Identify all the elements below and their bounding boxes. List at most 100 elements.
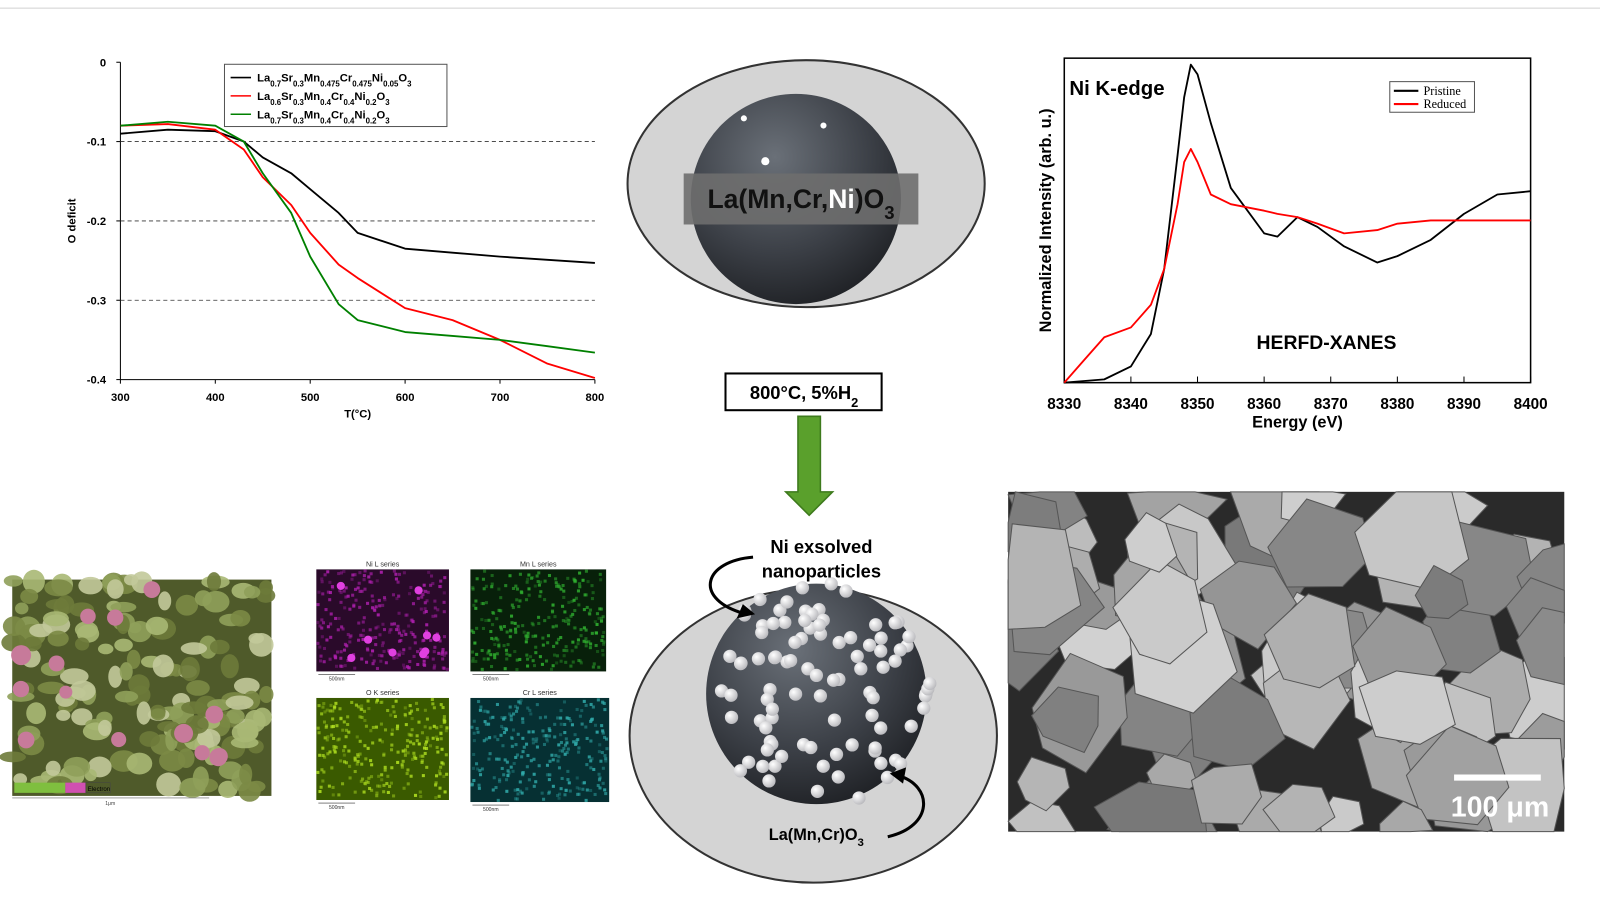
x-tick-label: 8330 (1047, 396, 1081, 413)
map-pixel (437, 651, 441, 655)
map-pixel (441, 762, 445, 766)
map-pixel (423, 725, 427, 729)
map-pixel (430, 697, 434, 702)
map-pixel (504, 648, 508, 652)
map-pixel (502, 624, 506, 629)
map-pixel (597, 616, 601, 620)
map-pixel (589, 702, 593, 707)
map-pixel (357, 705, 361, 709)
map-pixel (362, 709, 367, 713)
nanoparticle (874, 721, 888, 735)
map-pixel (513, 621, 517, 625)
map-pixel (380, 700, 384, 704)
map-pixel (318, 659, 323, 663)
nanoparticle (923, 676, 937, 691)
map-pixel (407, 624, 411, 628)
map-pixel (397, 639, 402, 643)
map-pixel (360, 704, 364, 708)
map-pixel (563, 743, 568, 747)
map-pixel (545, 739, 549, 743)
map-pixel (442, 635, 447, 639)
map-pixel (380, 740, 384, 744)
nanoparticle (760, 692, 774, 707)
map-pixel (392, 656, 396, 660)
map-pixel (524, 640, 528, 644)
map-pixel (342, 648, 347, 652)
map-pixel (371, 662, 375, 666)
map-pixel (320, 635, 324, 639)
map-pixel (600, 751, 604, 755)
map-pixel (574, 741, 578, 745)
map-pixel (371, 649, 375, 653)
map-pixel (601, 766, 605, 770)
map-pixel (581, 578, 585, 582)
map-pixel (408, 740, 413, 744)
ni-particle (59, 685, 73, 699)
grain (156, 772, 182, 797)
map-pixel (436, 737, 440, 741)
map-pixel (544, 734, 548, 738)
map-pixel (344, 595, 348, 599)
nanoparticle (888, 654, 902, 668)
map-pixel (588, 646, 592, 650)
x-tick-label: 8360 (1247, 396, 1281, 413)
map-pixel (602, 701, 606, 705)
map-pixel (603, 754, 607, 758)
map-pixel (598, 743, 602, 747)
map-pixel (479, 705, 483, 709)
map-pixel (442, 718, 446, 722)
map-pixel (509, 629, 513, 633)
map-pixel (495, 702, 499, 707)
map-pixel (353, 666, 357, 670)
map-pixel (416, 596, 420, 600)
map-pixel (316, 726, 320, 730)
map-pixel (572, 626, 576, 630)
x-tick-label: 8350 (1180, 396, 1214, 413)
map-pixel (578, 714, 582, 718)
nanoparticle (809, 668, 824, 683)
nanoparticle (734, 656, 748, 670)
grain (1016, 756, 1071, 812)
map-pixel (356, 753, 360, 757)
map-pixel (498, 778, 502, 782)
map-pixel (559, 636, 563, 640)
map-bg (470, 697, 610, 803)
map-pixel (438, 639, 442, 643)
map-pixel (434, 735, 439, 739)
nanoparticle (724, 688, 738, 702)
map-pixel (559, 787, 563, 791)
grain (13, 773, 28, 786)
map-pixel (319, 785, 323, 789)
map-pixel (541, 729, 545, 733)
map-pixel (554, 577, 558, 581)
map-pixel (503, 758, 507, 762)
map-pixel (434, 781, 438, 785)
nanoparticle (778, 615, 792, 629)
map-pixel (601, 653, 605, 657)
map-pixel (500, 716, 504, 720)
map-pixel (435, 745, 439, 749)
map-pixel (536, 579, 540, 584)
map-pixel (508, 705, 512, 709)
x-axis-label: T(°C) (344, 408, 371, 420)
map-pixel (546, 634, 550, 638)
map-pixel (384, 661, 388, 665)
map-pixel (363, 744, 367, 748)
map-pixel (527, 587, 531, 591)
nanoparticle (804, 740, 818, 755)
map-pixel (328, 598, 332, 602)
map-pixel (346, 658, 350, 663)
map-pixel (572, 577, 576, 581)
map-pixel (477, 699, 481, 704)
arrow-head (736, 604, 756, 619)
map-pixel (562, 700, 567, 704)
map-pixel (499, 596, 503, 600)
series-line (1064, 63, 1531, 384)
label-box (683, 173, 919, 225)
map-pixel (489, 653, 493, 657)
map-pixel (526, 753, 530, 758)
map-pixel (374, 725, 378, 729)
map-pixel (570, 649, 574, 653)
map-pixel (372, 659, 376, 663)
